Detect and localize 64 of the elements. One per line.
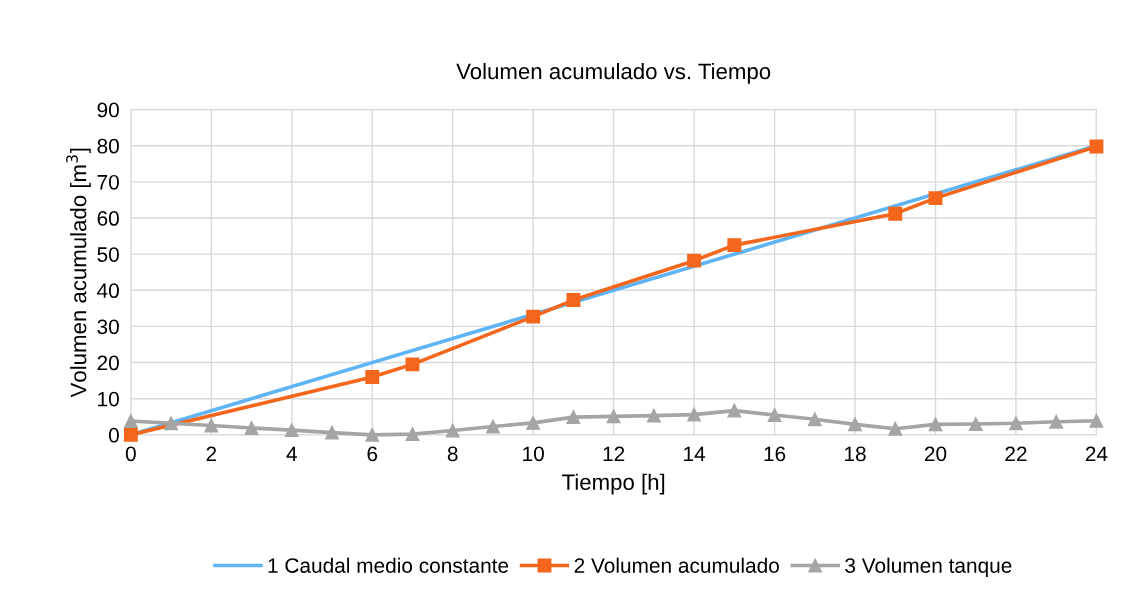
point xyxy=(485,419,500,434)
point xyxy=(687,407,702,422)
point xyxy=(164,416,179,431)
chart-title: Volumen acumulado vs. Tiempo xyxy=(456,62,771,84)
point xyxy=(727,403,742,418)
point xyxy=(727,238,742,253)
y-tick-label: 50 xyxy=(97,247,119,262)
x-tick-label: 2 xyxy=(206,446,217,462)
point xyxy=(405,427,420,442)
x-tick-label: 18 xyxy=(845,446,866,462)
point xyxy=(526,309,541,324)
x-tick-label: 14 xyxy=(684,446,706,462)
x-tick-label: 12 xyxy=(603,446,625,462)
point xyxy=(928,191,943,206)
x-tick-label: 24 xyxy=(1085,446,1108,462)
x-tick-label: 10 xyxy=(523,446,544,462)
x-tick-label: 16 xyxy=(764,446,786,462)
point xyxy=(767,408,782,422)
legend-label: 3 Volumen tanque xyxy=(845,557,1012,578)
y-tick-label: 10 xyxy=(98,391,119,407)
point xyxy=(1089,139,1104,154)
point xyxy=(606,409,621,424)
y-tick-label: 60 xyxy=(97,211,119,226)
y-tick-label: 30 xyxy=(97,319,119,335)
x-tick-label: 4 xyxy=(286,446,297,462)
point xyxy=(244,421,259,435)
point xyxy=(445,423,460,438)
x-tick-label: 6 xyxy=(367,446,378,462)
point xyxy=(405,357,420,372)
point xyxy=(204,418,219,433)
x-axis-title: Tiempo [h] xyxy=(562,473,665,495)
point xyxy=(928,417,943,432)
y-tick-label: 0 xyxy=(108,427,119,443)
y-tick-label: 40 xyxy=(97,283,119,299)
point xyxy=(325,425,339,440)
y-tick-label: 20 xyxy=(97,355,119,371)
x-tick-label: 22 xyxy=(1005,446,1027,462)
point xyxy=(968,417,983,431)
y-axis-title: Volumen acumulado [m$^{3}$] xyxy=(66,148,91,398)
point xyxy=(687,253,702,268)
point xyxy=(365,427,380,442)
point xyxy=(284,423,299,438)
point xyxy=(646,408,661,423)
x-tick-label: 0 xyxy=(125,446,136,462)
point xyxy=(1049,414,1064,429)
point xyxy=(888,206,903,221)
y-tick-label: 90 xyxy=(97,102,119,118)
point xyxy=(1009,416,1023,431)
point xyxy=(566,293,581,307)
point xyxy=(123,427,138,442)
point xyxy=(365,370,380,384)
point xyxy=(888,421,903,436)
legend-label: 2 Volumen acumulado xyxy=(574,557,779,573)
x-tick-label: 20 xyxy=(924,446,947,462)
y-tick-label: 80 xyxy=(97,138,119,154)
point xyxy=(848,417,862,432)
legend-label: 1 Caudal medio constante xyxy=(268,557,509,573)
point xyxy=(526,415,541,430)
x-tick-label: 8 xyxy=(447,446,458,462)
point xyxy=(123,414,138,429)
point xyxy=(807,412,822,427)
point xyxy=(1089,413,1104,428)
point xyxy=(566,410,581,425)
y-tick-label: 70 xyxy=(97,174,119,190)
